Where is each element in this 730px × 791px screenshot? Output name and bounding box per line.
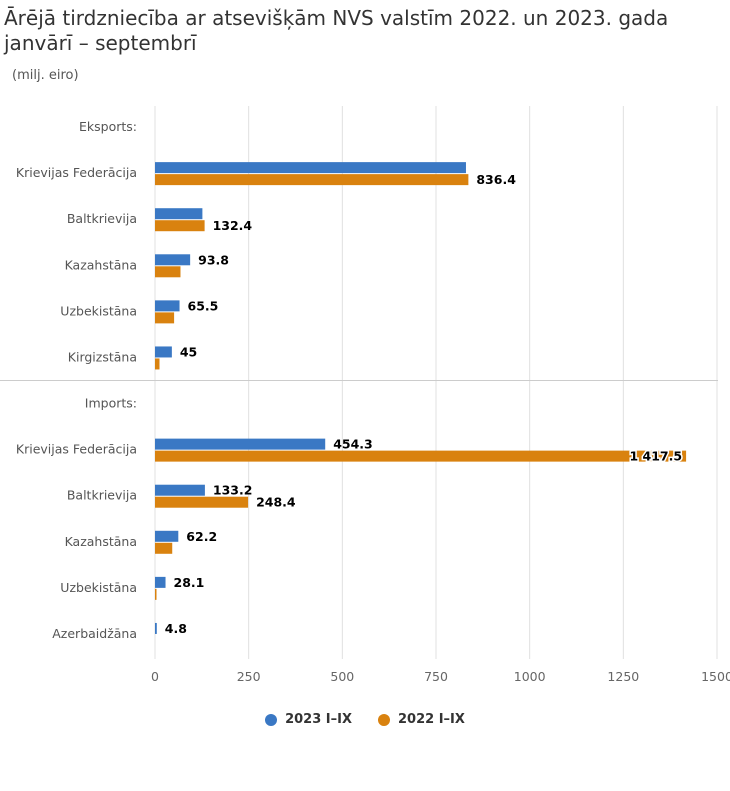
data-label: 62.2 — [186, 529, 217, 544]
category-label: Uzbekistāna — [60, 580, 137, 595]
legend-item-2023[interactable]: 2023 I–IX — [265, 712, 352, 727]
category-label: Azerbaidžāna — [52, 626, 137, 641]
bar[interactable] — [155, 542, 173, 554]
category-label: Eksports: — [79, 119, 137, 134]
category-label: Uzbekistāna — [60, 303, 137, 318]
data-label: 65.5 — [188, 298, 219, 313]
bar-chart: Eksports: Krievijas Federācija Baltkrievij… — [0, 106, 730, 684]
data-labels: 836.4 132.4 93.8 65.5 45 454.3 1 417.5 133.2248… — [165, 172, 684, 636]
data-label: 93.8 — [198, 252, 229, 267]
bar[interactable] — [155, 588, 157, 600]
grid-lines — [0, 106, 718, 659]
category-label: Imports: — [85, 396, 137, 411]
category-label: Krievijas Federācija — [16, 165, 137, 180]
category-label: Kazahstāna — [65, 534, 137, 549]
data-label: 133.2 — [213, 483, 253, 498]
bar[interactable] — [155, 438, 326, 450]
bar[interactable] — [155, 174, 469, 186]
x-tick-label: 1500 — [701, 669, 730, 684]
category-label: Krievijas Federācija — [16, 442, 137, 457]
bar[interactable] — [155, 358, 160, 370]
bar[interactable] — [155, 484, 205, 496]
x-tick-label: 0 — [151, 669, 159, 684]
bar[interactable] — [155, 266, 181, 278]
bar[interactable] — [155, 576, 166, 588]
category-label: Kirgizstāna — [68, 349, 137, 364]
legend-label-2022: 2022 I–IX — [398, 712, 465, 727]
category-labels: Eksports: Krievijas Federācija Baltkrievij… — [16, 119, 137, 641]
category-label: Kazahstāna — [65, 257, 137, 272]
bar[interactable] — [155, 496, 249, 508]
bar[interactable] — [155, 450, 687, 462]
data-label: 248.4 — [256, 495, 296, 510]
data-label: 28.1 — [174, 575, 205, 590]
bar[interactable] — [155, 208, 203, 220]
x-tick-label: 250 — [237, 669, 261, 684]
x-tick-label: 1250 — [607, 669, 639, 684]
bar[interactable] — [155, 346, 172, 358]
legend-label-2023: 2023 I–IX — [285, 712, 352, 727]
legend: 2023 I–IX 2022 I–IX — [0, 712, 730, 727]
bar[interactable] — [155, 622, 157, 634]
x-tick-label: 1000 — [514, 669, 546, 684]
chart-title: Ārējā tirdzniecība ar atsevišķām NVS val… — [4, 6, 669, 55]
bar[interactable] — [155, 220, 205, 232]
data-label: 45 — [180, 344, 197, 359]
data-label: 1 417.5 — [629, 449, 682, 464]
x-axis-ticks: 0 250 500 750 1000 1250 1500 — [151, 669, 730, 684]
bar[interactable] — [155, 300, 180, 312]
x-tick-label: 500 — [330, 669, 354, 684]
legend-marker-2023 — [265, 713, 278, 726]
bar[interactable] — [155, 162, 466, 174]
bars — [155, 162, 687, 634]
data-label: 836.4 — [476, 172, 516, 187]
category-label: Baltkrievija — [67, 211, 137, 226]
bar[interactable] — [155, 530, 179, 542]
data-label: 132.4 — [213, 218, 253, 233]
bar[interactable] — [155, 312, 175, 324]
bar[interactable] — [155, 254, 191, 266]
x-tick-label: 750 — [424, 669, 448, 684]
data-label: 4.8 — [165, 621, 187, 636]
category-label: Baltkrievija — [67, 488, 137, 503]
legend-item-2022[interactable]: 2022 I–IX — [378, 712, 465, 727]
legend-marker-2022 — [378, 713, 390, 726]
data-label: 454.3 — [333, 437, 373, 452]
chart-subtitle: (milj. eiro) — [12, 68, 79, 83]
